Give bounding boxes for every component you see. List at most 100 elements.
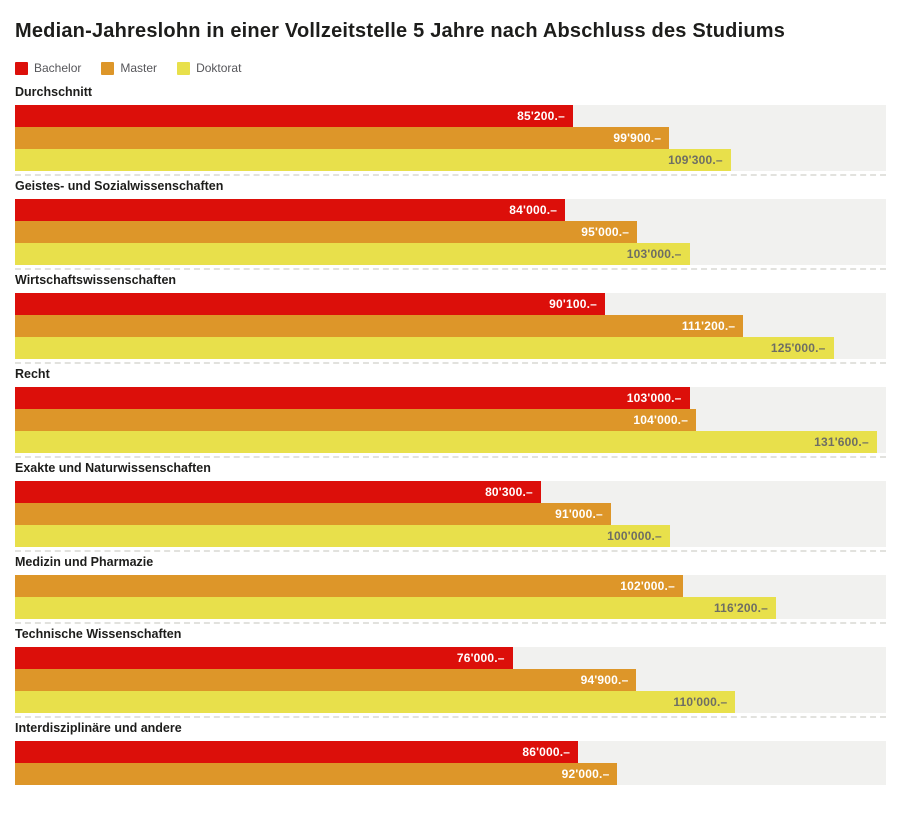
category-label: Geistes- und Sozialwissenschaften: [15, 179, 224, 193]
category-label: Technische Wissenschaften: [15, 627, 182, 641]
category-label: Interdisziplinäre und andere: [15, 721, 182, 735]
bars-track: 76'000.– 94'900.– 110'000.–: [15, 647, 886, 713]
category-label: Medizin und Pharmazie: [15, 555, 154, 569]
bar-master: 111'200.–: [15, 315, 744, 337]
bar-value-label: 91'000.–: [555, 507, 603, 521]
bar-row: 100'000.–: [15, 525, 886, 547]
bar-row: 80'300.–: [15, 481, 886, 503]
bar-row: 84'000.–: [15, 199, 886, 221]
legend-label: Master: [120, 61, 158, 75]
bar-master: 91'000.–: [15, 503, 611, 525]
bar-value-label: 109'300.–: [668, 153, 723, 167]
bar-bachelor: 84'000.–: [15, 199, 566, 221]
bar-value-label: 102'000.–: [620, 579, 675, 593]
bar-doktorat: 109'300.–: [15, 149, 731, 171]
legend-swatch-icon: [15, 61, 28, 75]
bar-row: 94'900.–: [15, 669, 886, 691]
category-group: Wirtschaftswissenschaften 90'100.– 111'200…: [15, 273, 886, 364]
group-separator: [15, 456, 886, 458]
bar-value-label: 125'000.–: [770, 341, 826, 355]
bar-row: 103'000.–: [15, 243, 886, 265]
bar-row: 86'000.–: [15, 741, 886, 763]
chart-title: Median-Jahreslohn in einer Vollzeitstell…: [15, 20, 786, 42]
category-group: Durchschnitt 85'200.– 99'900.– 109'300.–: [15, 85, 886, 176]
bars-track: 84'000.– 95'000.– 103'000.–: [15, 199, 886, 265]
bar-value-label: 131'600.–: [814, 435, 869, 449]
category-group: Geistes- und Sozialwissenschaften 84'000.…: [15, 179, 886, 270]
bar-row: 103'000.–: [15, 387, 886, 409]
bar-doktorat: 100'000.–: [15, 525, 670, 547]
bars-track: 102'000.– 116'200.–: [15, 575, 886, 619]
legend-label: Bachelor: [34, 61, 82, 75]
bar-row: 104'000.–: [15, 409, 886, 431]
bar-bachelor: 90'100.–: [15, 293, 605, 315]
bar-master: 99'900.–: [15, 127, 670, 149]
bar-master: 94'900.–: [15, 669, 637, 691]
bar-row: 131'600.–: [15, 431, 886, 453]
bars-track: 80'300.– 91'000.– 100'000.–: [15, 481, 886, 547]
legend-item-bachelor: Bachelor: [15, 61, 81, 75]
bar-value-label: 95'000.–: [581, 225, 630, 239]
bar-value-label: 76'000.–: [456, 651, 505, 665]
bar-row: 85'200.–: [15, 105, 886, 127]
bar-value-label: 90'100.–: [549, 297, 597, 311]
bar-row: 102'000.–: [15, 575, 886, 597]
group-separator: [15, 550, 886, 552]
bars-track: 86'000.– 92'000.–: [15, 741, 886, 785]
bar-master: 92'000.–: [15, 763, 618, 785]
bar-value-label: 111'200.–: [681, 319, 736, 333]
bar-row: 110'000.–: [15, 691, 886, 713]
legend-swatch-icon: [177, 61, 191, 75]
bar-doktorat: 116'200.–: [15, 597, 776, 619]
bar-row: 92'000.–: [15, 763, 886, 785]
bar-value-label: 80'300.–: [485, 485, 533, 499]
bar-row: 91'000.–: [15, 503, 886, 525]
bar-doktorat: 103'000.–: [15, 243, 690, 265]
legend-item-doktorat: Doktorat: [177, 61, 241, 75]
bar-bachelor: 85'200.–: [15, 105, 573, 127]
bar-doktorat: 131'600.–: [15, 431, 877, 453]
bar-row: 109'300.–: [15, 149, 886, 171]
category-group: Technische Wissenschaften 76'000.– 94'900.…: [15, 627, 886, 718]
bar-value-label: 100'000.–: [607, 529, 662, 543]
bar-row: 111'200.–: [15, 315, 886, 337]
bar-bachelor: 103'000.–: [15, 387, 690, 409]
bar-bachelor: 86'000.–: [15, 741, 579, 763]
bar-value-label: 85'200.–: [517, 109, 565, 123]
legend: Bachelor Master Doktorat: [15, 61, 886, 75]
legend-swatch-icon: [101, 61, 115, 75]
category-group: Recht 103'000.– 104'000.– 131'600.–: [15, 367, 886, 458]
category-group: Interdisziplinäre und andere 86'000.– 92'0…: [15, 721, 886, 785]
bar-value-label: 116'200.–: [713, 601, 768, 615]
bar-row: 90'100.–: [15, 293, 886, 315]
bar-value-label: 99'900.–: [613, 131, 662, 145]
bar-value-label: 104'000.–: [633, 413, 689, 427]
bars-track: 90'100.– 111'200.– 125'000.–: [15, 293, 886, 359]
bar-master: 95'000.–: [15, 221, 638, 243]
group-separator: [15, 362, 886, 364]
bars-track: 103'000.– 104'000.– 131'600.–: [15, 387, 886, 453]
bar-value-label: 86'000.–: [522, 745, 571, 759]
group-separator: [15, 268, 886, 270]
bar-doktorat: 125'000.–: [15, 337, 834, 359]
bars-track: 85'200.– 99'900.– 109'300.–: [15, 105, 886, 171]
group-separator: [15, 174, 886, 176]
bar-row: 116'200.–: [15, 597, 886, 619]
bar-value-label: 92'000.–: [561, 767, 610, 781]
chart: Durchschnitt 85'200.– 99'900.– 109'300.– Gei…: [15, 85, 886, 785]
legend-item-master: Master: [101, 61, 157, 75]
bar-value-label: 103'000.–: [626, 247, 682, 261]
bar-row: 95'000.–: [15, 221, 886, 243]
bar-doktorat: 110'000.–: [15, 691, 736, 713]
bar-master: 102'000.–: [15, 575, 683, 597]
group-separator: [15, 716, 886, 718]
category-label: Wirtschaftswissenschaften: [15, 273, 177, 287]
category-group: Exakte und Naturwissenschaften 80'300.– 91…: [15, 461, 886, 552]
bar-value-label: 94'900.–: [580, 673, 629, 687]
bar-bachelor: 80'300.–: [15, 481, 541, 503]
legend-label: Doktorat: [196, 61, 242, 75]
bar-value-label: 103'000.–: [626, 391, 682, 405]
bar-bachelor: 76'000.–: [15, 647, 513, 669]
group-separator: [15, 622, 886, 624]
